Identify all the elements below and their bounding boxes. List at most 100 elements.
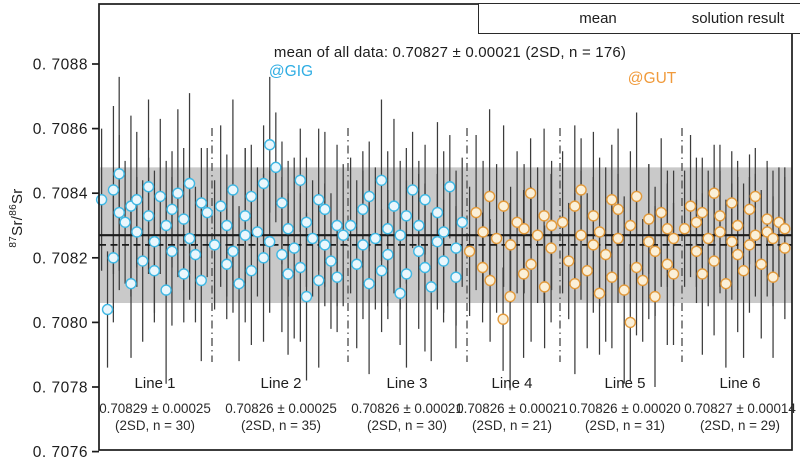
overall-mean-annotation: mean of all data: 0.70827 ± 0.00021 (2SD… [273, 44, 627, 61]
line1-stats-block: Line 1 0.70829 ± 0.00025 (2SD, n = 30) [99, 375, 211, 434]
gut-data-point [484, 274, 496, 287]
line1-mean-value: 0.70829 ± 0.00025 [99, 401, 211, 416]
gut-data-point [755, 258, 767, 270]
gut-data-point [612, 203, 624, 216]
gig-data-point [239, 210, 251, 222]
gut-data-point [761, 213, 773, 225]
gig-data-point [245, 190, 257, 203]
gut-data-point [749, 190, 762, 203]
line4-stats-block: Line 4 0.70826 ± 0.00021 (2SD, n = 21) [456, 375, 568, 434]
gig-group-label: @GIG [268, 63, 314, 80]
line5-label: Line 5 [604, 375, 646, 392]
gig-data-point [201, 206, 213, 219]
gut-data-point [731, 219, 744, 232]
gut-data-point [575, 229, 587, 241]
gut-data-point [649, 290, 661, 303]
y-tick-label: 0. 7078 [33, 380, 88, 397]
gig-data-point [382, 248, 394, 261]
gig-data-point [406, 184, 419, 196]
gut-data-point [696, 268, 709, 280]
gut-data-point [661, 258, 673, 270]
gut-data-point [497, 200, 510, 212]
gut-data-point [524, 187, 537, 199]
line2-label: Line 2 [260, 375, 302, 392]
gig-data-point [444, 181, 456, 193]
gut-data-point [678, 223, 691, 235]
line3-label: Line 3 [386, 375, 428, 392]
gig-data-point [208, 239, 221, 251]
gut-data-point [569, 200, 581, 212]
gig-data-point [394, 229, 406, 241]
gig-data-point [125, 277, 137, 290]
gut-data-point [767, 271, 779, 283]
gut-data-point [476, 261, 489, 274]
plot-frame [98, 3, 793, 451]
gig-data-point [413, 245, 425, 258]
gut-data-point [630, 261, 643, 274]
gig-data-point [239, 229, 251, 241]
gig-data-point [160, 219, 172, 232]
gut-data-point [511, 216, 523, 228]
gut-data-point [545, 219, 558, 232]
y-axis-title-mid: Sr/ [9, 215, 26, 236]
gig-data-point [294, 174, 306, 186]
gig-data-point [313, 274, 325, 287]
gig-data-point [107, 252, 120, 264]
gig-data-point [325, 255, 337, 267]
gig-data-point [312, 193, 325, 206]
y-tick-label: 0. 7076 [33, 444, 88, 459]
gig-data-point [413, 219, 425, 232]
line2-n-value: (2SD, n = 35) [240, 418, 322, 433]
gig-data-point [300, 216, 313, 228]
gut-data-point [684, 200, 697, 212]
gut-data-point [690, 216, 703, 228]
y-axis-title-sup86: 86 [8, 204, 19, 216]
gig-data-point [270, 161, 282, 174]
gut-data-point [575, 184, 587, 196]
gig-data-point [245, 265, 258, 277]
gut-data-point [504, 239, 517, 251]
gut-data-point [667, 232, 680, 245]
gig-data-point [101, 303, 114, 316]
gig-data-point [166, 245, 178, 258]
gut-data-point [606, 271, 618, 283]
line4-label: Line 4 [491, 375, 533, 392]
gig-data-point [131, 226, 143, 238]
gut-data-point [563, 255, 575, 267]
gut-data-point [490, 232, 503, 245]
gig-data-point [142, 181, 155, 193]
gut-data-point [556, 216, 569, 228]
gig-data-point [221, 219, 233, 232]
line6-mean-value: 0.70827 ± 0.00014 [684, 401, 796, 416]
gut-data-point [630, 190, 643, 203]
gig-data-point [178, 268, 190, 280]
line3-n-value: (2SD, n = 30) [366, 418, 448, 433]
gig-data-point [319, 239, 331, 251]
gut-data-point [518, 223, 530, 235]
line6-stats-block: Line 6 0.70827 ± 0.00014 (2SD, n = 29) [684, 375, 796, 434]
gut-data-point [655, 206, 667, 219]
gut-data-point [587, 239, 599, 251]
gig-data-point [344, 219, 357, 232]
gut-data-point [749, 229, 762, 241]
gut-data-point [538, 281, 551, 293]
line3-mean-value: 0.70826 ± 0.00021 [351, 401, 463, 416]
gut-data-point [606, 193, 618, 206]
gut-data-point [649, 245, 661, 258]
gig-data-point [351, 258, 363, 270]
gut-data-point [624, 316, 636, 329]
gig-data-point [282, 223, 294, 235]
gut-data-point [612, 232, 624, 245]
gig-data-point [425, 281, 437, 293]
gig-data-point [337, 229, 349, 241]
line6-n-value: (2SD, n = 29) [699, 418, 781, 433]
gut-data-point [696, 206, 708, 219]
gig-data-point [160, 284, 172, 296]
gig-data-point [189, 248, 202, 261]
gig-data-point [369, 232, 382, 245]
gut-data-point [743, 203, 756, 216]
gig-data-point [300, 290, 313, 303]
gig-data-point [357, 239, 369, 251]
gut-data-point [587, 210, 600, 222]
